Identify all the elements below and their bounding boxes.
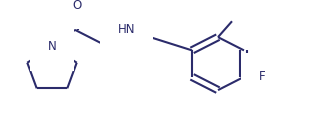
Text: N: N [48,40,56,53]
Text: HN: HN [118,23,136,36]
Text: O: O [72,0,82,12]
Text: F: F [259,70,265,83]
